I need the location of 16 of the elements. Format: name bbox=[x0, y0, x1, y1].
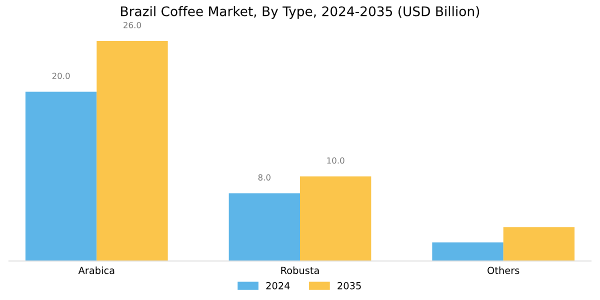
data-label: 26.0 bbox=[124, 22, 141, 28]
x-tick-label: Robusta bbox=[281, 266, 319, 274]
bar bbox=[228, 193, 300, 261]
bar bbox=[432, 242, 504, 261]
legend-label: 2035 bbox=[338, 282, 361, 290]
data-label: 8.0 bbox=[258, 174, 270, 181]
legend-label: 2024 bbox=[266, 282, 290, 290]
bar bbox=[503, 227, 575, 261]
data-label: 20.0 bbox=[52, 72, 70, 80]
bar bbox=[25, 92, 97, 261]
chart-title: Brazil Coffee Market, By Type, 2024-2035 (USD Billion) bbox=[121, 6, 480, 19]
bar bbox=[300, 176, 372, 261]
x-tick-label: Others bbox=[488, 266, 520, 274]
data-label: 10.0 bbox=[327, 157, 344, 164]
x-tick-label: Arabica bbox=[78, 266, 114, 274]
bar bbox=[96, 41, 168, 261]
